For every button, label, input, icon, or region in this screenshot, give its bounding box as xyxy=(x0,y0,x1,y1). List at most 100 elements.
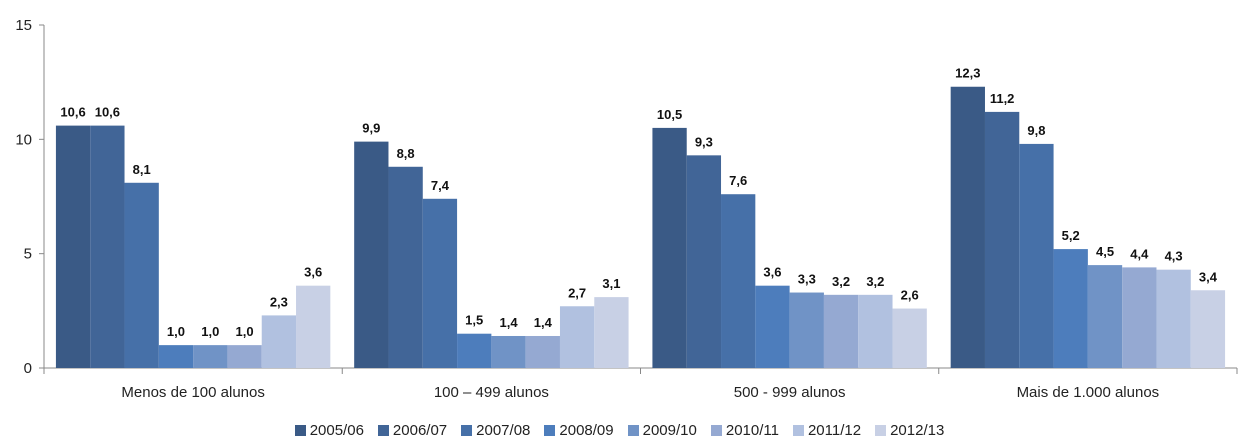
data-label: 8,1 xyxy=(133,162,151,177)
y-tick-label: 5 xyxy=(24,246,32,263)
bar xyxy=(457,333,492,368)
bar xyxy=(90,125,125,368)
data-label: 3,6 xyxy=(304,265,322,280)
bar xyxy=(124,182,159,368)
bar xyxy=(559,306,595,368)
bars xyxy=(55,86,1226,369)
data-label: 4,3 xyxy=(1165,249,1183,264)
legend-swatch xyxy=(627,424,639,436)
bar xyxy=(55,125,91,368)
bar xyxy=(721,194,756,368)
bar xyxy=(422,198,458,368)
legend-swatch xyxy=(792,424,804,436)
data-label: 10,5 xyxy=(657,107,682,122)
data-label: 11,2 xyxy=(990,91,1015,106)
legend-item: 2009/10 xyxy=(627,421,697,439)
bar xyxy=(227,345,262,368)
data-label: 2,3 xyxy=(270,294,288,309)
legend-swatch xyxy=(544,424,556,436)
data-label: 1,0 xyxy=(167,324,185,339)
bar xyxy=(354,141,389,368)
legend-label: 2006/07 xyxy=(392,421,448,439)
y-tick-label: 0 xyxy=(24,360,32,377)
legend-swatch xyxy=(294,424,306,436)
legend: 2005/06 2006/07 2007/08 2008/09 2009/10 2010/… xyxy=(0,418,1239,442)
bar xyxy=(388,166,423,368)
data-label: 2,7 xyxy=(568,285,586,300)
bar xyxy=(193,345,228,368)
bar xyxy=(858,294,893,368)
bar xyxy=(823,294,859,368)
bar xyxy=(950,86,985,369)
legend-label: 2012/13 xyxy=(890,421,945,439)
x-category-label: 100 – 499 alunos xyxy=(434,384,549,401)
legend-item: 2008/09 xyxy=(544,421,614,439)
data-label: 10,6 xyxy=(95,105,120,120)
x-category-label: 500 - 999 alunos xyxy=(734,384,846,401)
bar xyxy=(1156,269,1191,368)
data-label: 1,0 xyxy=(201,324,219,339)
data-label: 7,6 xyxy=(729,173,747,188)
legend-item: 2011/12 xyxy=(792,421,862,439)
bar xyxy=(984,111,1020,368)
data-label: 5,2 xyxy=(1062,228,1080,243)
legend-swatch xyxy=(875,424,887,436)
data-label: 10,6 xyxy=(60,105,85,120)
legend-item: 2007/08 xyxy=(461,422,530,439)
data-label: 3,6 xyxy=(763,265,781,280)
legend-label: 2005/06 xyxy=(309,421,364,439)
bar xyxy=(1053,249,1088,368)
bar xyxy=(1190,290,1226,368)
data-label: 8,8 xyxy=(397,146,415,161)
data-label: 9,9 xyxy=(362,121,380,136)
legend-label: 2007/08 xyxy=(476,421,531,439)
data-label: 9,3 xyxy=(695,134,713,149)
x-category-label: Mais de 1.000 alunos xyxy=(1017,384,1160,401)
data-label: 2,6 xyxy=(901,288,919,303)
data-label: 3,2 xyxy=(866,274,884,289)
data-label: 1,0 xyxy=(236,324,254,339)
x-category-label: Menos de 100 alunos xyxy=(121,384,264,401)
legend-label: 2009/10 xyxy=(642,421,697,439)
bar xyxy=(525,335,560,368)
data-label: 12,3 xyxy=(955,66,980,81)
data-label: 9,8 xyxy=(1027,123,1045,138)
data-labels: 10,6 10,6 8,1 1,0 1,0 1,0 2,3 3,6 9,9 8,8 7,4 1,5 1,… xyxy=(60,66,1217,339)
data-label: 3,4 xyxy=(1199,269,1218,284)
bar xyxy=(892,308,927,368)
legend-label: 2010/11 xyxy=(725,421,779,439)
legend-swatch xyxy=(461,424,473,436)
bar xyxy=(755,285,790,368)
bar xyxy=(261,315,297,368)
data-label: 1,4 xyxy=(499,315,518,330)
data-label: 3,2 xyxy=(832,274,850,289)
y-tick-label: 15 xyxy=(15,17,32,34)
legend-item: 2005/06 xyxy=(294,421,364,439)
legend-swatch xyxy=(377,424,389,436)
legend-swatch xyxy=(710,424,722,436)
legend-label: 2011/12 xyxy=(807,421,862,439)
bar xyxy=(686,155,722,368)
bar xyxy=(158,345,194,368)
legend-item: 2006/07 xyxy=(377,421,448,439)
bar xyxy=(1122,267,1157,368)
bar xyxy=(1019,143,1054,368)
data-label: 3,1 xyxy=(602,276,620,291)
chart: 0 5 10 15 Menos de 100 alunos 100 – 499 aluno… xyxy=(15,17,1238,401)
data-label: 1,4 xyxy=(534,315,553,330)
bar xyxy=(789,292,824,368)
bar xyxy=(296,285,331,368)
data-label: 7,4 xyxy=(431,178,450,193)
legend-item: 2010/11 xyxy=(710,421,779,439)
y-tick-label: 10 xyxy=(15,131,32,148)
data-label: 3,3 xyxy=(798,272,816,287)
legend-label: 2008/09 xyxy=(559,421,614,439)
bar xyxy=(652,127,687,369)
bar xyxy=(594,297,629,368)
data-label: 4,4 xyxy=(1130,246,1149,261)
bar xyxy=(491,335,526,368)
bar xyxy=(1087,265,1123,368)
data-label: 1,5 xyxy=(465,313,483,328)
data-label: 4,5 xyxy=(1096,244,1114,259)
legend-item: 2012/13 xyxy=(875,422,944,439)
